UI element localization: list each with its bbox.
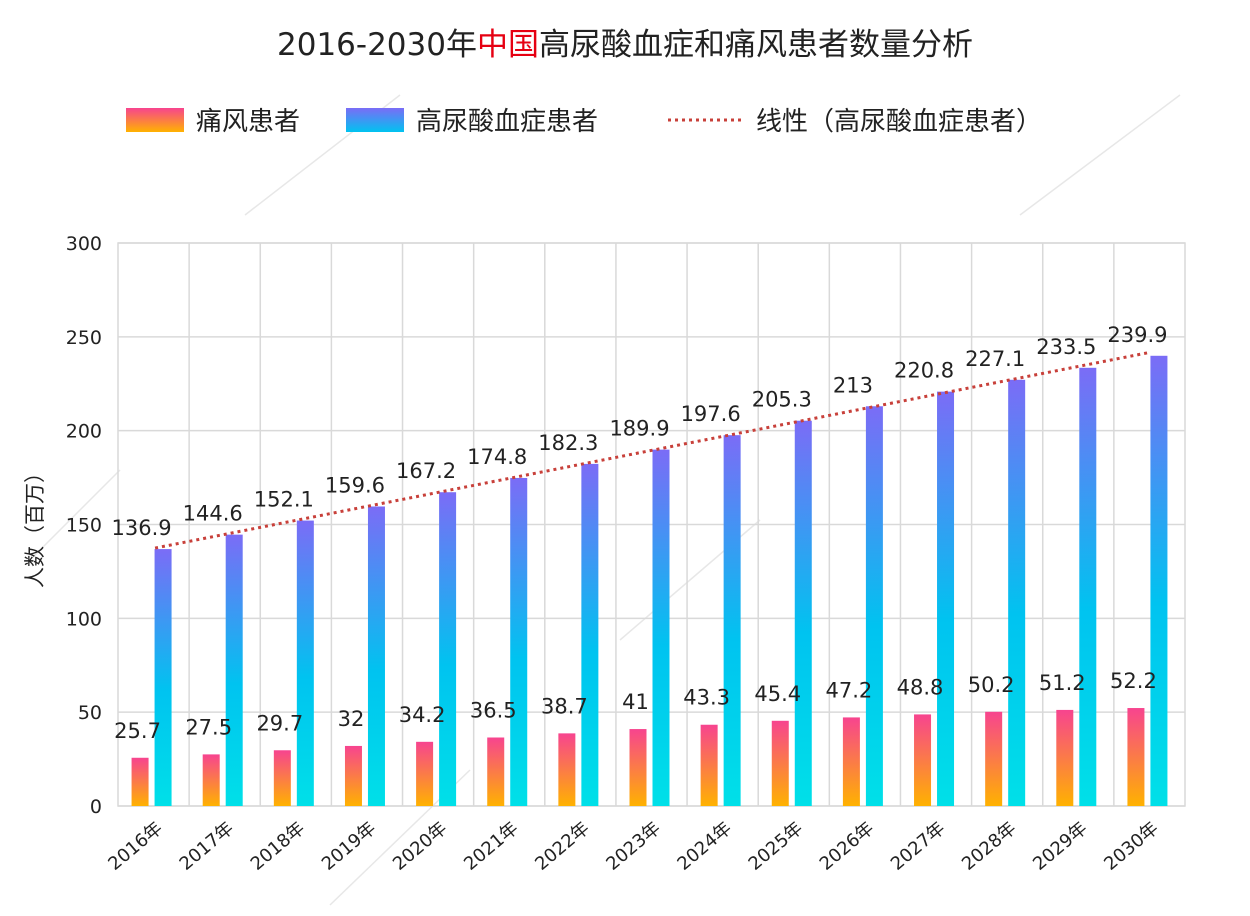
bar-gout xyxy=(629,729,647,806)
bar-hyperuricemia xyxy=(794,420,812,806)
bar-hyperuricemia xyxy=(652,449,670,806)
gridlines xyxy=(117,242,1186,807)
data-label-hyperuricemia: 136.9 xyxy=(112,516,172,540)
data-label-gout: 34.2 xyxy=(399,703,446,727)
trendline xyxy=(154,350,1152,550)
legend-swatch-hyper xyxy=(346,108,404,132)
data-label-hyperuricemia: 205.3 xyxy=(752,388,812,412)
chart-title: 2016-2030年中国高尿酸血症和痛风患者数量分析 xyxy=(277,27,973,63)
data-label-hyperuricemia: 144.6 xyxy=(183,502,243,526)
data-label-gout: 47.2 xyxy=(826,678,873,702)
bar-gout xyxy=(487,737,505,806)
data-label-gout: 43.3 xyxy=(683,686,730,710)
legend-label-trendline: 线性（高尿酸血症患者） xyxy=(756,107,1042,137)
bar-hyperuricemia xyxy=(865,406,883,806)
legend-label-hyper: 高尿酸血症患者 xyxy=(416,107,598,137)
bar-hyperuricemia xyxy=(154,549,172,806)
x-tick-label: 2030年 xyxy=(1100,818,1162,875)
bar-hyperuricemia xyxy=(937,391,955,806)
x-tick-label: 2028年 xyxy=(958,818,1020,875)
legend-swatch-gout xyxy=(126,108,184,132)
data-label-hyperuricemia: 213 xyxy=(833,373,873,397)
y-tick-label: 200 xyxy=(66,421,102,443)
data-label-hyperuricemia: 152.1 xyxy=(254,488,314,512)
bar-hyperuricemia xyxy=(225,534,243,806)
data-label-gout: 25.7 xyxy=(114,719,161,743)
bar-gout xyxy=(202,754,220,806)
bar-gout xyxy=(985,711,1003,806)
data-label-hyperuricemia: 189.9 xyxy=(609,417,669,441)
data-label-gout: 38.7 xyxy=(541,694,588,718)
data-label-hyperuricemia: 220.8 xyxy=(894,359,954,383)
x-tick-label: 2025年 xyxy=(745,818,807,875)
x-tick-label: 2023年 xyxy=(602,818,664,875)
x-tick-label: 2018年 xyxy=(247,818,309,875)
x-tick-label: 2016年 xyxy=(104,818,166,875)
x-tick-label: 2022年 xyxy=(531,818,593,875)
data-label-gout: 29.7 xyxy=(256,711,303,735)
trendline-hyperuricemia xyxy=(154,350,1152,550)
chart-title-highlight: 中国 xyxy=(477,27,539,63)
bar-hyperuricemia xyxy=(1150,355,1168,806)
x-tick-label: 2024年 xyxy=(673,818,735,875)
y-tick-label: 300 xyxy=(66,233,102,255)
bar-hyperuricemia xyxy=(581,463,599,806)
bar-hyperuricemia xyxy=(367,506,385,806)
bar-hyperuricemia xyxy=(723,435,741,806)
legend-label-gout: 痛风患者 xyxy=(196,107,300,137)
y-tick-label: 100 xyxy=(66,608,102,630)
bar-gout xyxy=(416,741,434,806)
bars xyxy=(131,355,1168,806)
data-label-gout: 36.5 xyxy=(470,699,517,723)
y-tick-label: 50 xyxy=(78,702,102,724)
data-label-gout: 27.5 xyxy=(185,715,232,739)
x-axis: 2016年 2017年 2018年 2019年 2020年 2021年 2022年 2023年… xyxy=(104,818,1162,875)
x-tick-label: 2021年 xyxy=(460,818,522,875)
bar-gout xyxy=(914,714,932,806)
data-label-hyperuricemia: 227.1 xyxy=(965,347,1025,371)
bar-gout xyxy=(1056,709,1074,806)
data-labels: 25.7 136.9 27.5 144.6 29.7 152.1 32 159.6 34.2 16… xyxy=(112,323,1168,743)
bar-gout xyxy=(771,720,789,806)
bar-hyperuricemia xyxy=(510,477,528,806)
data-label-hyperuricemia: 233.5 xyxy=(1036,335,1096,359)
bar-gout xyxy=(558,733,576,806)
bar-gout xyxy=(1127,708,1145,806)
bar-hyperuricemia xyxy=(1079,367,1097,806)
data-label-hyperuricemia: 182.3 xyxy=(538,431,598,455)
bar-gout xyxy=(131,757,149,806)
bar-gout xyxy=(273,750,291,806)
data-label-hyperuricemia: 159.6 xyxy=(325,473,385,497)
y-tick-label: 150 xyxy=(66,515,102,537)
data-label-gout: 51.2 xyxy=(1039,671,1086,695)
bar-gout xyxy=(842,717,860,806)
x-tick-label: 2027年 xyxy=(887,818,949,875)
data-label-gout: 45.4 xyxy=(754,682,801,706)
x-tick-label: 2020年 xyxy=(389,818,451,875)
bar-gout xyxy=(344,745,362,806)
data-label-hyperuricemia: 239.9 xyxy=(1107,323,1167,347)
data-label-hyperuricemia: 174.8 xyxy=(467,445,527,469)
x-tick-label: 2029年 xyxy=(1029,818,1091,875)
data-label-gout: 50.2 xyxy=(968,673,1015,697)
watermark xyxy=(29,94,1181,906)
y-axis-label: 人数（百万） xyxy=(23,462,47,588)
x-tick-label: 2017年 xyxy=(176,818,238,875)
data-label-hyperuricemia: 167.2 xyxy=(396,459,456,483)
x-tick-label: 2026年 xyxy=(816,818,878,875)
y-axis: 0 50 100 150 200 250 300 xyxy=(66,233,102,818)
y-tick-label: 250 xyxy=(66,327,102,349)
bar-hyperuricemia xyxy=(1008,379,1026,806)
data-label-hyperuricemia: 197.6 xyxy=(681,402,741,426)
data-label-gout: 41 xyxy=(622,690,649,714)
bar-hyperuricemia xyxy=(296,520,314,806)
y-tick-label: 0 xyxy=(90,796,102,818)
legend: 痛风患者 高尿酸血症患者 线性（高尿酸血症患者） xyxy=(126,107,1042,137)
bar-gout xyxy=(700,724,718,806)
bar-hyperuricemia xyxy=(439,492,457,806)
data-label-gout: 52.2 xyxy=(1110,669,1157,693)
data-label-gout: 48.8 xyxy=(897,675,944,699)
data-label-gout: 32 xyxy=(338,707,365,731)
